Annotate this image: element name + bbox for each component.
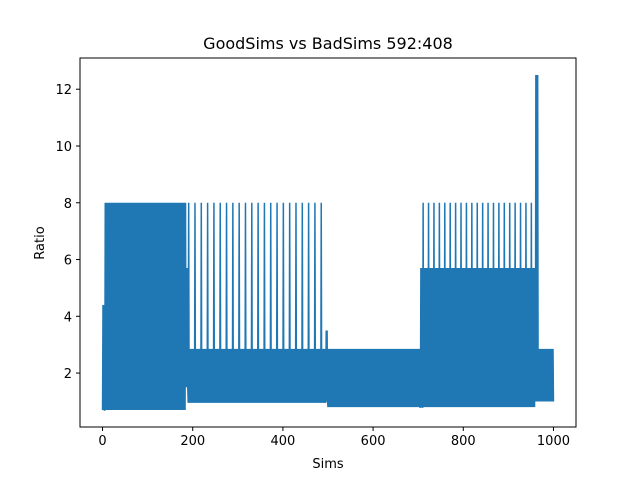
y-tick-label: 12 — [55, 83, 72, 98]
x-axis-label: Sims — [312, 457, 344, 472]
axes-frame — [79, 57, 577, 428]
x-tick-label: 200 — [180, 434, 205, 449]
y-tick-label: 6 — [64, 254, 72, 269]
chart-title: GoodSims vs BadSims 592:408 — [203, 34, 453, 53]
y-axis: 2 4 6 8 10 12 — [55, 83, 80, 382]
y-tick-label: 10 — [55, 140, 72, 155]
y-tick-label: 2 — [64, 367, 72, 382]
x-tick-label: 1000 — [537, 434, 570, 449]
x-tick-label: 0 — [98, 434, 106, 449]
x-tick-label: 600 — [361, 434, 386, 449]
y-tick-label: 4 — [64, 310, 72, 325]
x-axis: 0 200 400 600 800 1000 — [98, 427, 570, 449]
plot-area — [101, 75, 555, 411]
x-tick-label: 800 — [451, 434, 476, 449]
series-line — [101, 75, 555, 411]
x-tick-label: 400 — [270, 434, 295, 449]
y-axis-label: Ratio — [33, 226, 48, 259]
y-tick-label: 8 — [64, 197, 72, 212]
